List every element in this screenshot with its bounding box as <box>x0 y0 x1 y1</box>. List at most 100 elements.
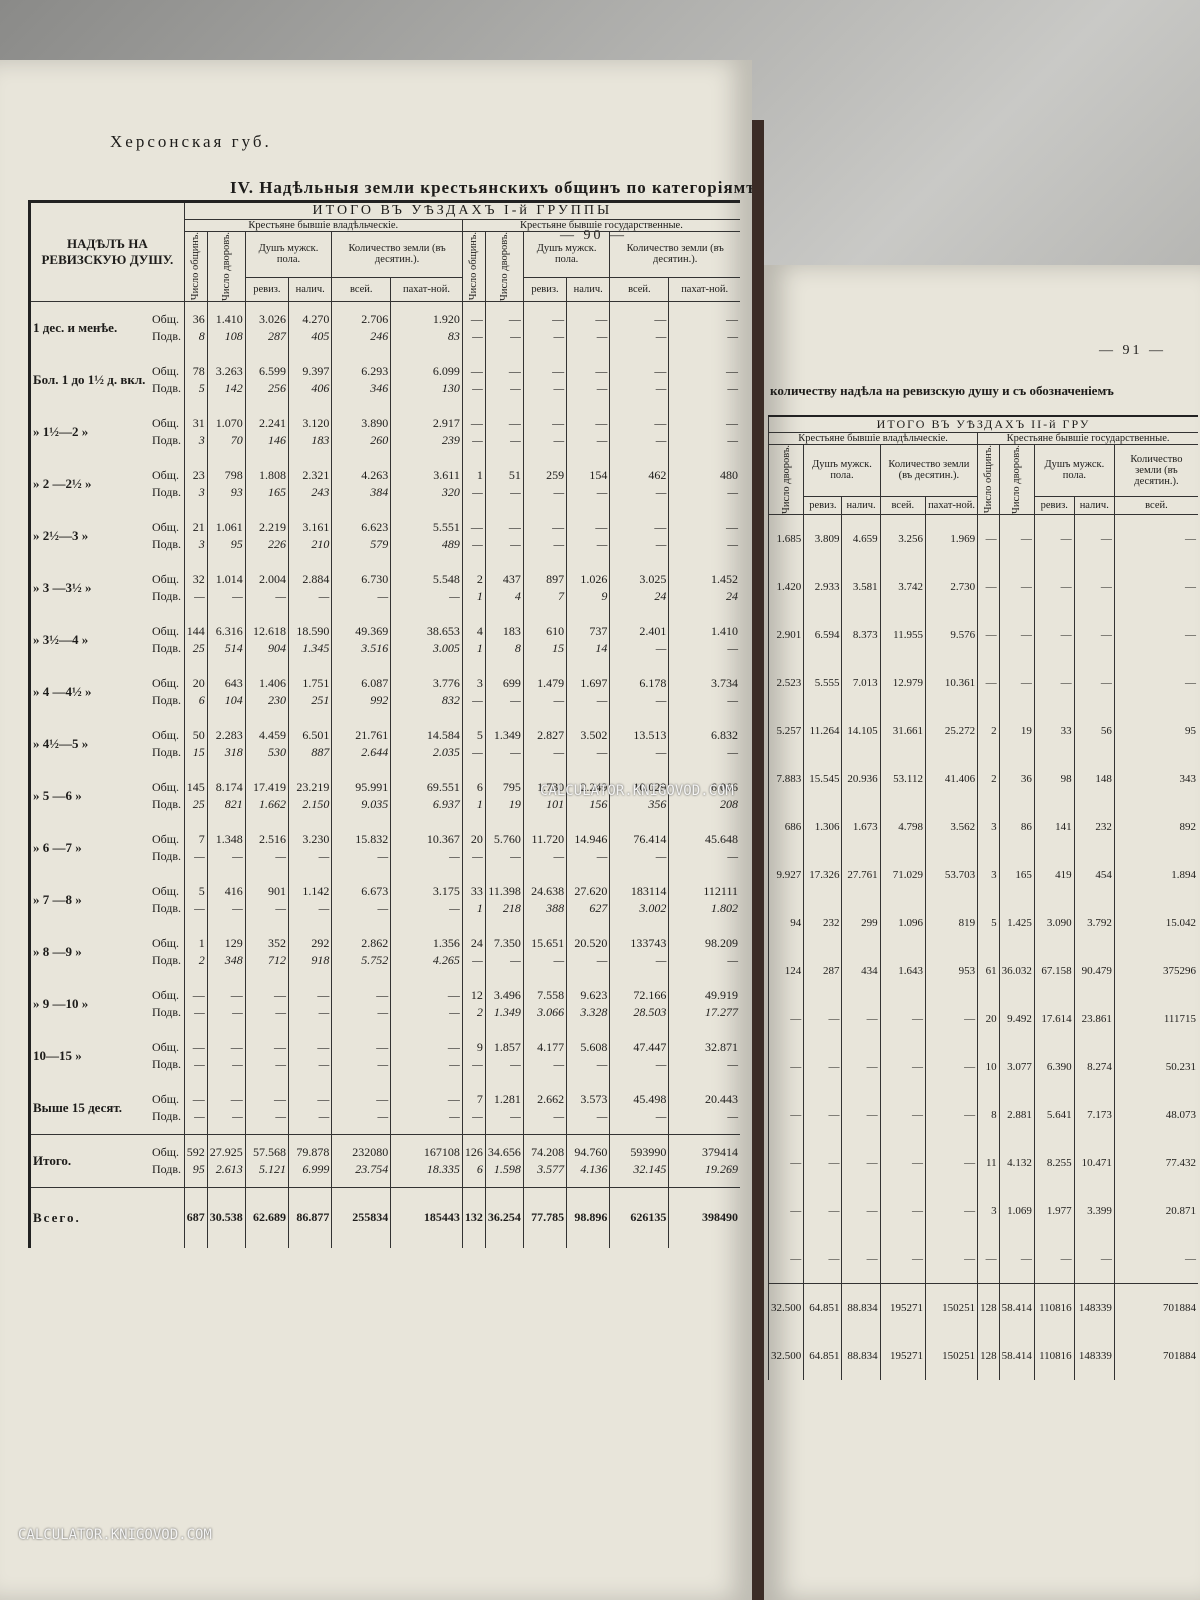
cell-value: — <box>470 415 483 430</box>
cell-value: — <box>192 1091 205 1106</box>
cell-value: 1.673 <box>841 802 881 851</box>
cell-value: 33 <box>1033 706 1075 755</box>
cell-value: — <box>553 1108 565 1123</box>
cell: 1.348 — <box>206 821 246 874</box>
kind-label: Подв. <box>151 1004 182 1019</box>
cell: 98.209 — <box>668 925 740 978</box>
table-row: — — — — —11 4.132 8.255 10.471 77.432 <box>767 1138 1198 1187</box>
cell-value: 1.920 <box>432 311 460 326</box>
cell-value: — <box>654 519 667 534</box>
row-kind: Общ. Подв. <box>149 1133 185 1188</box>
kind-label: Подв. <box>151 1108 182 1123</box>
cell: 36.254 <box>484 1186 524 1248</box>
cell: 7— <box>183 821 208 874</box>
table-row: 32.500 64.851 88.834 195271 150251 128 58.414 1… <box>767 1331 1198 1380</box>
cell-value: — <box>879 994 926 1043</box>
cell: 32.871 — <box>668 1029 740 1082</box>
cell-value: — <box>1073 610 1115 659</box>
cell-value: 31 <box>192 415 205 430</box>
column-group-header: Душъ мужск. пола. <box>1033 444 1115 497</box>
cell-value: — <box>377 900 389 915</box>
cell: 11.720 — <box>522 821 567 874</box>
cell-value: 5.608 <box>580 1039 608 1054</box>
table-row: » 7 —8 » Общ. Подв. 5—416—901—1.142—6.673—3… <box>30 873 740 926</box>
cell-value: 9.927 <box>767 850 804 899</box>
cell: 45.498 — <box>609 1081 669 1135</box>
cell-value: 388 <box>546 900 565 915</box>
cell: 1.730 101 <box>522 769 567 822</box>
cell-value: 3.120 <box>302 415 330 430</box>
table-row: Выше 15 десят. Общ. Подв. — — — — — — — — — — — —7—1.2… <box>30 1081 740 1135</box>
cell-value: — <box>727 380 738 395</box>
cell-value: — <box>655 432 667 447</box>
cell-value: — <box>803 1042 842 1091</box>
cell-value: — <box>595 415 608 430</box>
cell-value: 356 <box>648 796 667 811</box>
cell-value: 128 <box>977 1331 1000 1380</box>
cell-value: — <box>654 311 667 326</box>
cell-value: 953 <box>924 946 978 995</box>
cell-value: — <box>318 1108 330 1123</box>
table-row: 1.420 2.933 3.581 3.742 2.730— — — — — <box>767 562 1198 611</box>
cell: — — <box>668 509 740 562</box>
cell-value: 514 <box>224 640 243 655</box>
table-row: » 3½—4 » Общ. Подв. 144 25 6.316 514 12.618 904 1… <box>30 613 740 666</box>
cell-value: — <box>727 328 738 343</box>
cell-value: 7.173 <box>1073 1090 1115 1139</box>
cell: 145 25 <box>183 769 208 822</box>
cell-value: 1.349 <box>493 1004 521 1019</box>
cell: 94.760 4.136 <box>566 1133 610 1188</box>
cell-value: 1.026 <box>580 571 608 586</box>
cell-value: 643 <box>224 675 243 690</box>
cell: 2.401 — <box>609 613 669 666</box>
cell-value: 2.706 <box>361 311 389 326</box>
cell: 610 15 <box>522 613 567 666</box>
cell-value: 208 <box>720 796 738 811</box>
cell-value: 1 <box>476 796 483 811</box>
cell-value: 232 <box>1073 802 1115 851</box>
cell-value: — <box>1073 514 1115 563</box>
cell-value: 8.255 <box>1033 1138 1075 1187</box>
cell-value: 1.969 <box>924 514 978 563</box>
cell-value: — <box>192 1039 205 1054</box>
cell: 3.263 142 <box>206 353 246 406</box>
cell-value: — <box>510 848 521 863</box>
kind-label: Подв. <box>151 588 182 603</box>
cell-value: 10.029 <box>633 779 667 794</box>
cell-value: 3.562 <box>924 802 978 851</box>
cell: 1.410 — <box>668 613 740 666</box>
cell-value: — <box>1073 1234 1115 1284</box>
cell-value: — <box>552 519 565 534</box>
cell-value: — <box>472 1056 483 1071</box>
cell-value: 1.894 <box>1113 850 1198 899</box>
cell-value: 9.576 <box>924 610 978 659</box>
cell-value: — <box>767 1090 804 1139</box>
cell-value: — <box>449 848 460 863</box>
row-label: Бол. 1 до 1½ д. вкл. <box>33 371 146 387</box>
table-row: — — — — —20 9.492 17.614 23.861 111715 <box>767 994 1198 1043</box>
cell-value: 20 <box>977 994 1000 1043</box>
cell-value: — <box>230 1091 243 1106</box>
cell-value: — <box>1113 562 1198 611</box>
cell: 6.099 130 <box>390 353 463 406</box>
cell: 4.459 530 <box>244 717 289 770</box>
cell-value: 3 <box>977 850 1000 899</box>
cell-value: 14.584 <box>426 727 460 742</box>
cell-value: — <box>841 1186 881 1235</box>
cell-value: 904 <box>268 640 287 655</box>
cell-value: 454 <box>1073 850 1115 899</box>
cell: 2.662 — <box>522 1081 567 1135</box>
cell: 3.890 260 <box>331 405 391 458</box>
cell-value: 1.420 <box>767 562 804 611</box>
cell-value: — <box>767 1042 804 1091</box>
cell-value: 4.132 <box>998 1138 1035 1187</box>
cell-value: 437 <box>502 571 521 586</box>
cell-value: — <box>447 987 460 1002</box>
cell: — — <box>390 977 463 1030</box>
cell: 626135 <box>609 1186 669 1248</box>
kind-label: Подв. <box>151 536 182 551</box>
cell-value: 71.029 <box>879 850 926 899</box>
table-head: ИТОГО ВЪ УѢЗДАХЪ II-й ГРУ Крестьяне бывші… <box>767 416 1198 515</box>
cell-value: 57.568 <box>253 1144 287 1159</box>
